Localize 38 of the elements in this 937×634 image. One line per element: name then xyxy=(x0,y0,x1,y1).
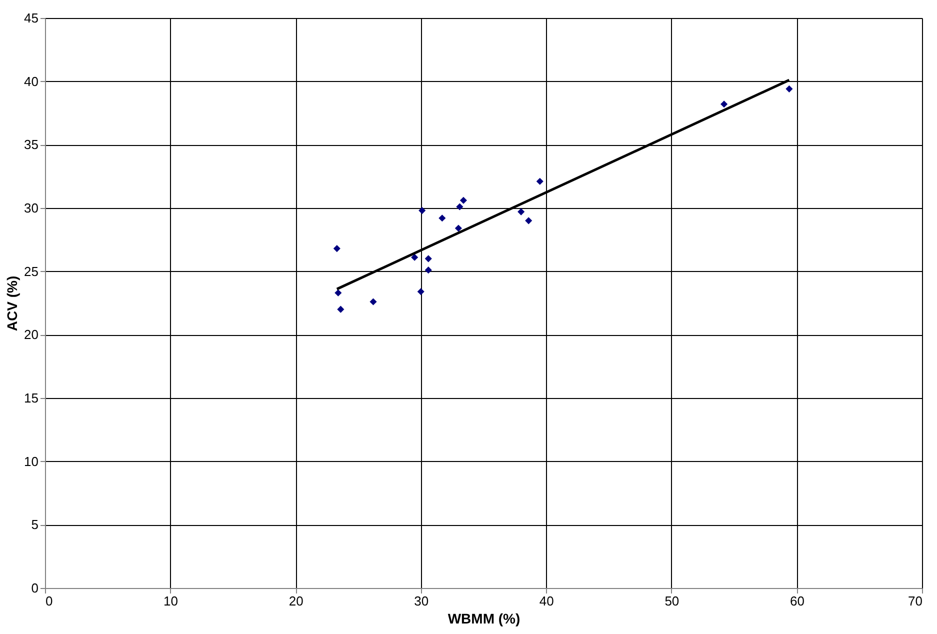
point xyxy=(518,208,525,216)
point xyxy=(334,289,342,296)
y-tick-label: 45 xyxy=(24,10,38,26)
y-tick-label: 25 xyxy=(24,264,38,279)
x-tick-label: 60 xyxy=(790,594,804,608)
point xyxy=(411,254,418,261)
point xyxy=(460,196,467,204)
x-tick-label: 30 xyxy=(414,594,429,608)
y-axis-title: ACV (%) xyxy=(4,276,20,332)
point xyxy=(424,266,432,274)
point xyxy=(337,306,344,313)
point xyxy=(720,100,728,108)
point xyxy=(370,298,377,306)
y-tick-label: 0 xyxy=(31,580,38,596)
y-tick-label: 35 xyxy=(24,137,38,152)
x-tick-label: 50 xyxy=(664,594,680,608)
point xyxy=(333,244,340,252)
point xyxy=(424,255,432,262)
point xyxy=(536,178,544,185)
point xyxy=(786,85,793,92)
x-tick-label: 10 xyxy=(164,594,178,608)
x-tick-label: 70 xyxy=(908,594,922,608)
x-tick-label: 40 xyxy=(539,594,554,608)
x-axis-title: WBMM (%) xyxy=(448,610,520,626)
point xyxy=(418,206,426,214)
y-tick-label: 15 xyxy=(24,390,38,406)
point xyxy=(417,288,424,296)
y-tick-label: 40 xyxy=(24,74,38,89)
x-tick-label: 20 xyxy=(288,594,304,608)
point xyxy=(438,214,446,222)
point xyxy=(456,203,464,210)
point xyxy=(454,224,462,232)
y-tick-label: 30 xyxy=(24,200,38,216)
y-tick-label: 5 xyxy=(31,517,38,532)
point xyxy=(525,217,532,224)
x-tick-label: 0 xyxy=(46,594,53,608)
y-tick-label: 10 xyxy=(24,454,38,469)
y-tick-label: 20 xyxy=(24,327,38,342)
